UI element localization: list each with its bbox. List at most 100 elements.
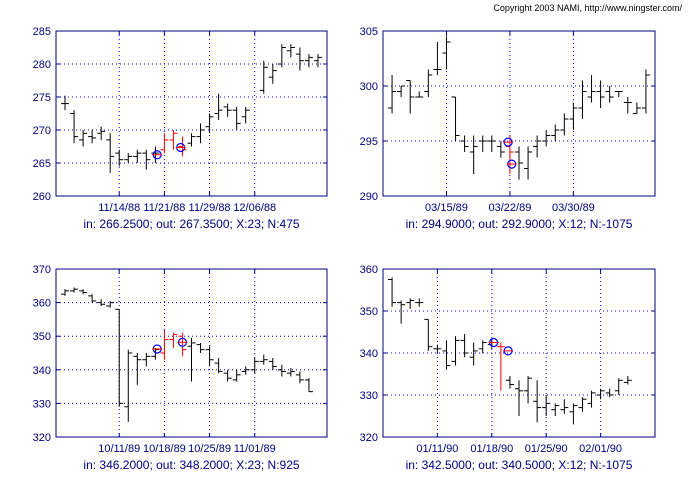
- copyright-notice: Copyright 2003 NAMI, http://www.ningster…: [493, 3, 682, 13]
- y-tick-label: 330: [360, 390, 378, 402]
- ohlc-bar: [97, 126, 106, 140]
- x-tick-label: 11/21/88: [143, 202, 185, 214]
- entry-marker: [503, 137, 514, 147]
- ohlc-bar: [115, 149, 124, 167]
- ohlc-bar: [313, 54, 322, 68]
- ohlc-bar: [524, 376, 533, 404]
- ohlc-bar: [133, 149, 142, 163]
- ohlc-bar: [205, 113, 214, 134]
- ohlc-bar: [397, 85, 406, 97]
- ohlc-bar: [106, 300, 115, 308]
- ohlc-bar: [124, 349, 133, 422]
- ohlc-bar: [578, 397, 587, 412]
- x-tick-label: 12/06/88: [233, 202, 276, 214]
- ohlc-bar: [124, 153, 133, 163]
- ohlc-bar: [214, 93, 223, 121]
- ohlc-bar: [424, 318, 433, 351]
- x-tick-label: 01/25/90: [525, 443, 568, 455]
- ohlc-bar: [487, 135, 496, 152]
- ohlc-bar: [187, 337, 196, 382]
- ohlc-bar: [259, 60, 268, 94]
- ohlc-bar: [605, 388, 614, 398]
- ohlc-bar: [415, 91, 424, 98]
- ohlc-bar: [388, 277, 397, 307]
- ohlc-bar: [596, 388, 605, 400]
- ohlc-bar: [515, 380, 523, 416]
- ohlc-bar: [406, 298, 415, 309]
- ohlc-bar: [533, 135, 542, 158]
- ohlc-bar: [415, 298, 424, 307]
- ohlc-bar: [460, 334, 469, 358]
- ohlc-bar: [295, 47, 304, 71]
- y-tick-label: 330: [33, 398, 51, 410]
- y-tick-label: 275: [33, 92, 51, 104]
- ohlc-bar: [304, 378, 313, 393]
- ohlc-bar: [397, 300, 406, 324]
- ohlc-bar: [70, 110, 79, 144]
- chart-panel-3: 320 330 340 350 360 370 10/11/89 10/18/89 10/25/…: [33, 264, 328, 472]
- ohlc-bar: [442, 340, 451, 370]
- ohlc-bar: [578, 80, 587, 119]
- ohlc-bar: [478, 340, 487, 353]
- ohlc-bar: [268, 358, 277, 370]
- ohlc-bar: [196, 123, 205, 144]
- x-tick-label: 10/11/89: [98, 443, 140, 455]
- ohlc-bar: [169, 130, 178, 150]
- ohlc-bar: [442, 36, 451, 70]
- axes-frame: [382, 30, 656, 197]
- ohlc-bar: [569, 102, 578, 130]
- ohlc-bar: [560, 113, 569, 136]
- ohlc-bar: [433, 42, 442, 75]
- ohlc-bar: [605, 86, 614, 103]
- ohlc-bar: [569, 403, 578, 425]
- ohlc-bar: [542, 130, 551, 147]
- ohlc-bar: [142, 353, 151, 367]
- ohlc-bar: [596, 80, 605, 108]
- exit-marker: [175, 142, 186, 153]
- ohlc-bar: [115, 308, 124, 407]
- ohlc-bar: [61, 289, 70, 296]
- y-tick-label: 360: [33, 298, 51, 310]
- ohlc-bar: [142, 149, 151, 170]
- y-tick-label: 370: [33, 264, 51, 276]
- x-tick-label: 10/18/89: [143, 443, 186, 455]
- y-tick-label: 340: [33, 365, 51, 377]
- ohlc-bar: [286, 368, 295, 377]
- y-tick-label: 305: [360, 26, 378, 38]
- y-tick-label: 285: [33, 26, 51, 38]
- ohlc-bar: [533, 380, 542, 423]
- ohlc-bar: [259, 354, 268, 365]
- ohlc-bar: [406, 80, 415, 114]
- x-tick-label: 01/11/90: [416, 443, 458, 455]
- chart-caption: in: 342.5000; out: 340.5000; X:12; N:-10…: [406, 458, 633, 472]
- ohlc-bar: [79, 289, 88, 295]
- ohlc-bar: [614, 378, 623, 395]
- y-tick-label: 340: [360, 348, 378, 360]
- y-tick-label: 270: [33, 125, 51, 137]
- entry-marker: [152, 344, 163, 354]
- ohlc-bar: [133, 353, 142, 385]
- ohlc-bar: [250, 358, 259, 374]
- ohlc-bar: [632, 102, 641, 114]
- x-tick-label: 03/15/89: [425, 202, 468, 214]
- x-tick-label: 11/01/89: [234, 443, 276, 455]
- ohlc-bar: [151, 347, 160, 360]
- y-tick-label: 265: [33, 158, 51, 170]
- ohlc-bar: [196, 342, 205, 353]
- x-tick-label: 11/14/88: [98, 202, 140, 214]
- ohlc-bar: [587, 390, 596, 408]
- ohlc-bar: [214, 358, 223, 374]
- ohlc-bar: [551, 124, 560, 141]
- ohlc-bar: [295, 371, 304, 384]
- ohlc-bar: [515, 146, 523, 180]
- ohlc-bar: [496, 141, 505, 158]
- ohlc-bar: [286, 44, 295, 58]
- ohlc-bar: [560, 399, 569, 414]
- ohlc-bar: [205, 346, 214, 367]
- ohlc-bar: [623, 97, 632, 114]
- chart-panel-4: 320 330 340 350 360 01/11/90 01/18/90 01/25/90 0…: [360, 264, 656, 472]
- ohlc-bar: [424, 69, 433, 97]
- y-tick-label: 360: [360, 264, 378, 276]
- ohlc-bar: [505, 376, 514, 389]
- ohlc-bar: [70, 287, 79, 293]
